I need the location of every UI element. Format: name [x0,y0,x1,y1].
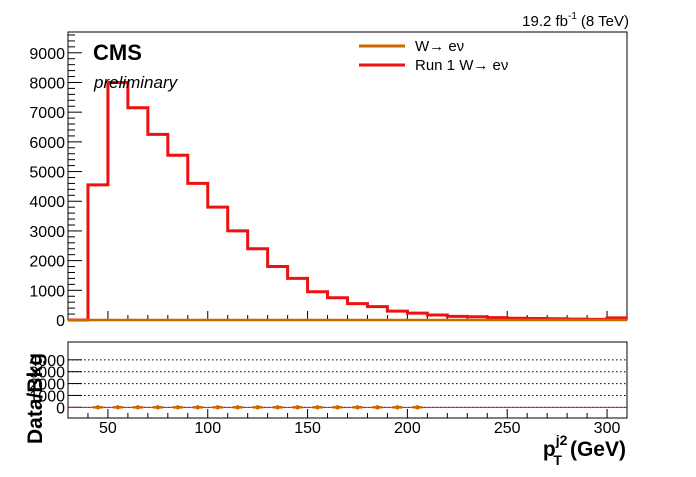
main-axis-ticks: 0 1000 2000 3000 4000 5000 6000 7000 8000 9000 [29,34,628,330]
main-y-tick-label: 3000 [29,224,65,241]
x-tick-label: 50 [99,420,117,437]
ratio-y-tick-label: 4000 [29,353,65,370]
main-y-tick-label: 4000 [29,194,65,211]
ratio-point [255,405,260,410]
lumi-value: 19.2 fb [522,13,568,30]
ratio-point [315,405,320,410]
x-axis-ticks: 50 100 150 200 250 300 [67,409,628,437]
legend-label-run1-w-enu: Run 1 W→ eν [415,57,508,74]
ratio-point [355,405,360,410]
ratio-gridlines [68,359,627,408]
main-y-tick-label: 9000 [29,46,65,63]
ratio-point [415,405,420,410]
preliminary-label: preliminary [93,73,179,92]
main-y-tick-label: 1000 [29,283,65,300]
main-y-tick-label: 0 [56,313,65,330]
legend-label-w-enu: W→ eν [415,38,464,55]
ratio-point [215,405,220,410]
main-y-tick-label: 5000 [29,165,65,182]
ratio-y-tick-label: 2000 [29,377,65,394]
x-axis-title-unit: (GeV) [570,438,626,461]
series-run1-w-enu-step [68,80,627,322]
ratio-point [135,405,141,410]
ratio-y-tick-label: 1000 [29,388,65,405]
x-axis-title-superscript: j2 [555,432,568,448]
ratio-point [335,405,340,410]
ratio-point [275,405,280,410]
x-axis-title-symbol: p [543,438,556,461]
ratio-point [295,405,300,410]
ratio-point [235,405,240,410]
x-axis-title-subscript: T [553,452,562,468]
x-tick-label: 100 [194,420,221,437]
ratio-point [175,405,181,410]
lumi-label: 19.2 fb-1 (8 TeV) [522,11,629,30]
x-tick-label: 250 [494,420,521,437]
ratio-point [155,405,161,410]
ratio-point [95,405,101,410]
main-y-tick-label: 6000 [29,135,65,152]
ratio-point [195,405,200,410]
main-y-tick-label: 8000 [29,75,65,92]
ratio-series-group [68,405,627,410]
ratio-y-tick-label: 0 [56,400,65,417]
ratio-point [375,405,380,410]
main-y-tick-label: 2000 [29,254,65,271]
ratio-frame [67,341,628,419]
main-plot-panel: 0 1000 2000 3000 4000 5000 6000 7000 8000 9000 CM… [29,31,628,330]
x-tick-label: 300 [594,420,621,437]
ratio-point [395,405,400,410]
legend: W→ eν Run 1 W→ eν [359,38,508,74]
x-tick-label: 200 [394,420,421,437]
cms-label: CMS [93,40,142,65]
ratio-y-tick-label: 3000 [29,365,65,382]
ratio-y-axis-title: Data/Bkg [24,353,47,444]
x-tick-label: 150 [294,420,321,437]
ratio-point [115,405,121,410]
main-y-tick-label: 7000 [29,105,65,122]
x-axis-title: pj2 T (GeV) [543,432,626,468]
lumi-energy: (8 TeV) [581,13,629,30]
lumi-exponent: -1 [568,11,577,22]
main-series-group [68,80,627,322]
